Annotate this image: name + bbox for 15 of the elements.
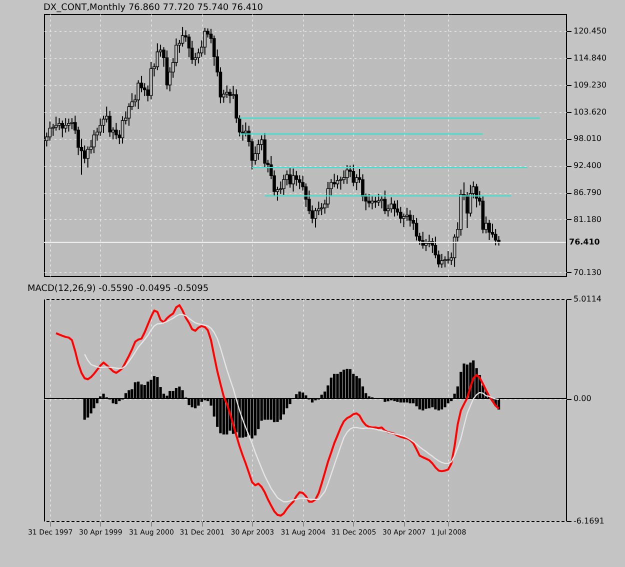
y-tick-label: 0.00: [574, 394, 592, 404]
y-tick-label: 81.180: [574, 214, 602, 224]
y-tick-label: 92.400: [574, 161, 602, 170]
y-tick-label: 70.130: [574, 268, 602, 277]
y-tick-label: 86.790: [574, 188, 602, 198]
chart-title: DX_CONT,Monthly 76.860 77.720 75.740 76.410: [44, 3, 264, 13]
y-tick-label: 98.010: [574, 134, 602, 144]
y-tick-label: 120.450: [574, 26, 607, 36]
y-tick-label: 114.840: [574, 53, 607, 62]
y-tick-label: 103.620: [574, 107, 607, 116]
y-tick-label: 109.230: [574, 80, 607, 90]
chart-title: MACD(12,26,9) -0.5590 -0.0495 -0.5095: [27, 284, 209, 294]
ref-line-label: 76.410: [569, 237, 600, 246]
y-tick-label: -6.1691: [574, 516, 604, 526]
y-tick-label: 5.0114: [574, 294, 602, 304]
